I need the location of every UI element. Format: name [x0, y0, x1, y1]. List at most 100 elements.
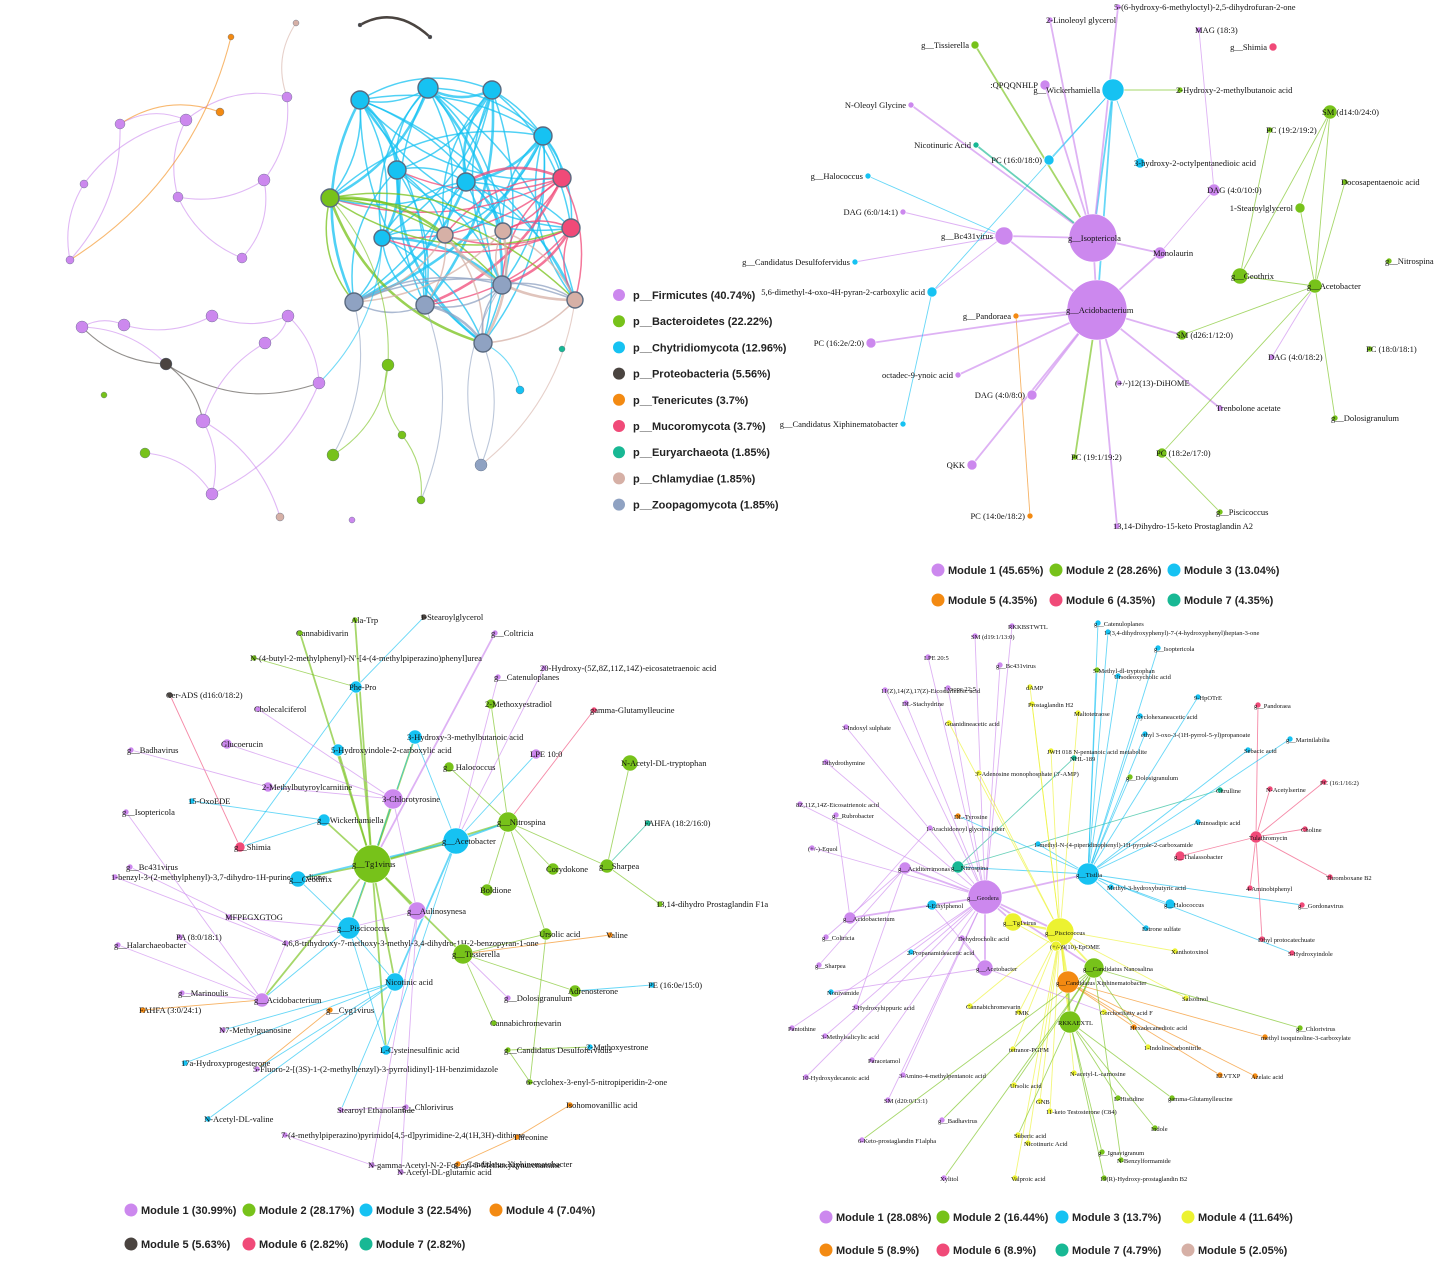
- node-label: Choline: [1301, 827, 1322, 834]
- node-label: 1-methyl-N-(4-piperidinophenyl)-1H-pyrro…: [1034, 842, 1193, 849]
- edge: [574, 984, 653, 992]
- edge: [165, 363, 320, 395]
- edge: [1069, 1021, 1173, 1099]
- network-node: [1249, 830, 1263, 844]
- network-node: [1286, 735, 1294, 743]
- edge: [169, 694, 241, 848]
- network-node: [381, 358, 395, 372]
- node-label: SM (d20:0/13:1): [884, 1098, 928, 1105]
- network-node: [1134, 157, 1146, 169]
- edge: [114, 876, 287, 944]
- network-node: [485, 698, 497, 710]
- edge: [253, 657, 357, 688]
- edge: [462, 953, 509, 999]
- network-node: [1216, 508, 1224, 516]
- network-node: [1168, 1094, 1176, 1102]
- network-node: [1182, 994, 1190, 1002]
- node-label: N-gamma-Acetyl-N-2-Formyl-5-Methoxykynur…: [368, 1160, 561, 1170]
- legend-label: Module 6 (8.9%): [953, 1245, 1036, 1257]
- node-label: g__Shimia: [1230, 42, 1267, 52]
- node-label: PC (16:2e/2:0): [814, 338, 864, 348]
- node-label: g__Gordonavirus: [1298, 903, 1344, 910]
- legend-swatch: [1055, 1210, 1069, 1224]
- network-node: [566, 291, 584, 309]
- edge: [340, 981, 396, 1111]
- network-node: [944, 684, 952, 692]
- edge: [144, 452, 213, 495]
- network-node: [292, 19, 300, 27]
- node-label: NHL-189: [1070, 756, 1095, 763]
- edge: [1239, 129, 1271, 277]
- node-label: (+/-)12(13)-DiHOME: [1115, 378, 1190, 388]
- network-node: [1076, 862, 1100, 886]
- network-node: [552, 168, 572, 188]
- edge: [1314, 181, 1346, 287]
- network-node: [1003, 912, 1023, 932]
- legend-swatch: [613, 315, 625, 328]
- node-label: g__Dolosigranulum: [1331, 413, 1399, 423]
- network-node: [1050, 940, 1062, 952]
- network-node: [296, 629, 304, 637]
- node-label: Suberic acid: [1014, 1133, 1047, 1140]
- network-node: [114, 118, 126, 130]
- network-node: [1046, 16, 1054, 24]
- node-label: PC (16:1/16:2): [1320, 780, 1359, 787]
- edge: [353, 135, 545, 304]
- edge: [849, 896, 986, 919]
- edge: [427, 87, 504, 232]
- network-node: [281, 91, 293, 103]
- network-node: [1083, 957, 1105, 979]
- node-label: g__Catenuloplanes: [1094, 621, 1144, 628]
- node-label: 1-benzyl-3-(2-methylphenyl)-3,7-dihydro-…: [111, 872, 326, 882]
- edge: [359, 94, 544, 137]
- legend-swatch: [1181, 1243, 1195, 1257]
- node-label: g__Sharpea: [599, 861, 639, 871]
- legend-swatch: [1181, 1210, 1195, 1224]
- edge: [1069, 1021, 1119, 1099]
- node-label: g__Geodera: [967, 895, 999, 902]
- network-node: [1301, 825, 1309, 833]
- network-node: [788, 1024, 796, 1032]
- edge: [1093, 967, 1122, 1161]
- edge: [529, 933, 547, 1083]
- network-node: [1153, 246, 1167, 260]
- node-label: Boldione: [480, 885, 511, 895]
- node-label: g__Wickerhamiella: [1033, 85, 1100, 95]
- edge: [359, 16, 431, 38]
- node-label: g__Pandoraea: [1254, 703, 1291, 710]
- network-node: [1268, 353, 1276, 361]
- edge: [1067, 981, 1221, 1076]
- edge: [984, 625, 1013, 898]
- legend-label: Module 1 (30.99%): [141, 1205, 237, 1217]
- edge: [257, 708, 394, 800]
- network-node: [1176, 329, 1188, 341]
- node-label: tetranor-PGFM: [1009, 1047, 1049, 1054]
- edge: [606, 822, 649, 867]
- network-node: [832, 811, 840, 819]
- edge: [1012, 921, 1176, 952]
- network-node: [1231, 267, 1249, 285]
- network-node: [139, 1006, 147, 1014]
- network-node: [1261, 1033, 1269, 1041]
- network-node: [938, 1116, 946, 1124]
- node-label: 13,14-dihydro Prostaglandin F1a: [656, 899, 768, 909]
- edge: [1239, 275, 1316, 287]
- network-node: [1058, 1010, 1082, 1034]
- edge: [444, 177, 563, 236]
- node-label: Valproic acid: [1011, 1176, 1046, 1183]
- network-node: [312, 376, 326, 390]
- node-label: 2-Linoleoyl glycerol: [1046, 15, 1117, 25]
- network-node: [331, 743, 345, 757]
- node-label: Docosapentaenoic acid: [1341, 177, 1420, 187]
- edge: [1044, 84, 1094, 239]
- node-label: g__Dolosigranulum: [504, 993, 572, 1003]
- edge: [1014, 931, 1061, 1179]
- network-node: [317, 813, 331, 827]
- network-node: [815, 961, 823, 969]
- edge: [1159, 189, 1215, 254]
- network-node: [1104, 628, 1112, 636]
- edge: [861, 967, 1095, 1141]
- edge: [348, 927, 387, 1051]
- node-label: 3'-Adenosine monophosphate (3'-AMP): [975, 771, 1079, 778]
- network-node: [195, 413, 211, 429]
